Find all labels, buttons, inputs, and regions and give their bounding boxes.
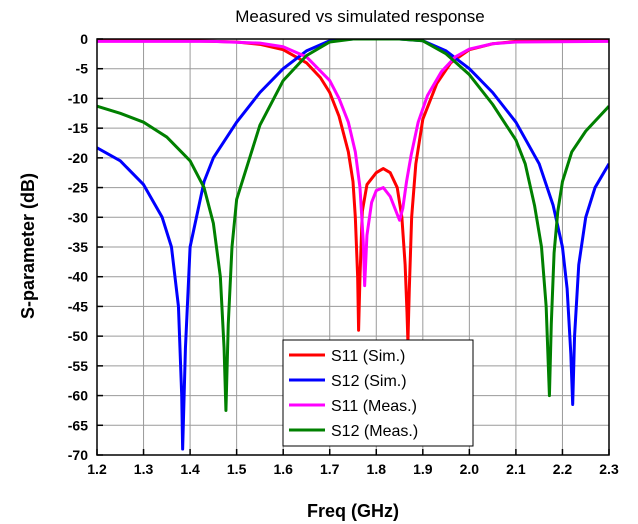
x-tick-label: 2.2 [553,461,573,477]
x-tick-label: 1.8 [367,461,387,477]
y-tick-label: -20 [68,150,88,166]
series-line-0 [97,39,609,344]
y-tick-label: -5 [76,61,89,77]
x-tick-label: 1.2 [87,461,107,477]
y-tick-label: -10 [68,90,88,106]
y-tick-label: -60 [68,388,88,404]
y-tick-label: -45 [68,298,88,314]
y-tick-label: -70 [68,447,88,463]
chart-title: Measured vs simulated response [235,7,484,26]
y-tick-label: -35 [68,239,88,255]
plot-area [97,39,609,451]
y-tick-label: -55 [68,358,88,374]
y-tick-label: -30 [68,209,88,225]
x-tick-label: 2.3 [599,461,619,477]
x-tick-label: 1.6 [273,461,293,477]
y-axis-label: S-parameter (dB) [18,173,38,319]
series-line-1 [97,39,609,451]
legend-label: S12 (Meas.) [331,423,418,440]
legend-box [282,339,474,447]
legend-label: S11 (Sim.) [331,348,405,365]
series-line-3 [97,39,609,412]
legend: S11 (Sim.) S12 (Sim.) S11 (Meas.) S12 (Meas… [282,339,474,447]
y-tick-label: -25 [68,180,88,196]
x-tick-label: 1.3 [134,461,154,477]
y-tick-label: 0 [80,31,88,47]
x-tick-label: 1.4 [180,461,200,477]
series-line-2 [97,39,609,288]
x-axis-label: Freq (GHz) [307,501,399,521]
legend-label: S12 (Sim.) [331,373,407,390]
legend-label: S11 (Meas.) [331,398,417,415]
x-tick-label: 2.0 [460,461,480,477]
axis-ticks: 1.2 1.3 1.4 1.5 1.6 1.7 1.8 1.9 2.0 2.1 2.2 2.3 0 -5 -… [68,31,619,477]
x-tick-label: 1.9 [413,461,433,477]
x-tick-label: 2.1 [506,461,526,477]
y-tick-label: -40 [68,269,88,285]
y-tick-label: -65 [68,417,88,433]
x-tick-label: 1.5 [227,461,247,477]
y-tick-label: -50 [68,328,88,344]
y-tick-label: -15 [68,120,88,136]
x-tick-label: 1.7 [320,461,340,477]
